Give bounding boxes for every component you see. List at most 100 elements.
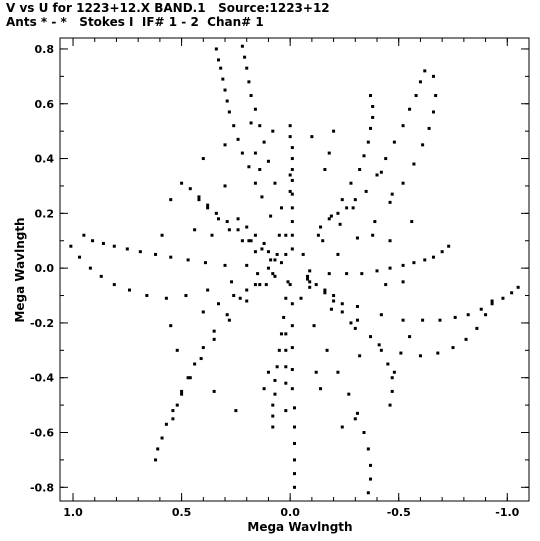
data-point — [375, 269, 379, 273]
data-point — [156, 447, 160, 451]
data-point — [431, 110, 435, 114]
y-tick-label: -0.6 — [30, 427, 54, 440]
data-point — [340, 302, 344, 306]
data-point — [214, 211, 218, 215]
data-point — [253, 151, 257, 155]
data-point — [275, 252, 279, 256]
data-point — [260, 195, 264, 199]
data-point — [288, 189, 292, 193]
data-point — [277, 348, 281, 352]
data-point — [290, 387, 294, 391]
plot-frame — [59, 37, 530, 502]
data-point — [212, 337, 216, 341]
data-point — [392, 370, 396, 374]
data-point — [201, 310, 205, 314]
data-point — [160, 233, 164, 237]
data-point — [223, 263, 227, 267]
data-point — [279, 261, 283, 265]
data-point — [78, 255, 82, 259]
data-point — [308, 269, 312, 273]
data-point — [180, 181, 184, 185]
data-point — [314, 370, 318, 374]
data-point — [345, 206, 349, 210]
data-point — [266, 370, 270, 374]
data-point — [201, 346, 205, 350]
data-point — [355, 304, 359, 308]
data-point — [323, 168, 327, 172]
data-point — [186, 258, 190, 262]
data-point — [201, 157, 205, 161]
data-point — [184, 294, 188, 298]
data-point — [475, 326, 479, 330]
data-point — [379, 348, 383, 352]
data-point — [245, 288, 249, 292]
data-point — [368, 463, 372, 467]
data-point — [290, 346, 294, 350]
data-point — [240, 44, 244, 48]
data-point — [353, 198, 357, 202]
data-point — [325, 348, 329, 352]
data-point — [175, 403, 179, 407]
data-point — [275, 365, 279, 369]
data-point — [388, 239, 392, 243]
data-point — [112, 244, 116, 248]
data-point — [271, 414, 275, 418]
data-point — [290, 168, 294, 172]
data-point — [266, 159, 270, 163]
data-point — [412, 261, 416, 265]
data-point — [306, 277, 310, 281]
data-point — [421, 143, 425, 147]
data-point — [410, 220, 414, 224]
data-point — [227, 110, 231, 114]
data-point — [217, 217, 221, 221]
data-point — [271, 129, 275, 133]
data-point — [238, 296, 242, 300]
data-point — [245, 299, 249, 303]
data-point — [240, 151, 244, 155]
data-point — [223, 184, 227, 188]
data-point — [284, 252, 288, 256]
data-point — [290, 324, 294, 328]
x-axis-title: Mega Wavlngth — [247, 520, 352, 534]
data-point — [253, 181, 257, 185]
data-point — [249, 239, 253, 243]
data-point — [262, 387, 266, 391]
data-point — [127, 288, 131, 292]
y-tick-label: -0.4 — [30, 372, 54, 385]
x-tick-label: 1.0 — [63, 506, 83, 519]
data-point — [340, 198, 344, 202]
data-point — [484, 313, 488, 317]
data-point — [212, 389, 216, 393]
data-point — [225, 220, 229, 224]
data-point — [245, 225, 249, 229]
data-point — [414, 94, 418, 98]
y-tick-label: 0.4 — [35, 153, 55, 166]
data-point — [314, 283, 318, 287]
data-point — [279, 332, 283, 336]
data-point — [360, 272, 364, 276]
data-point — [321, 239, 325, 243]
data-point — [293, 485, 296, 489]
data-point — [338, 222, 342, 226]
data-point — [260, 247, 264, 251]
data-point — [164, 296, 168, 300]
data-point — [193, 228, 197, 232]
points-layer — [69, 44, 520, 495]
data-point — [308, 280, 312, 284]
data-point — [91, 239, 95, 243]
data-point — [197, 195, 201, 199]
data-point — [453, 315, 457, 319]
data-point — [175, 348, 179, 352]
data-point — [243, 55, 247, 59]
data-point — [293, 441, 296, 445]
data-point — [210, 233, 214, 237]
data-point — [99, 274, 103, 278]
data-point — [349, 321, 353, 325]
data-point — [219, 66, 223, 70]
data-point — [160, 436, 164, 440]
data-point — [327, 151, 331, 155]
data-point — [227, 318, 231, 322]
data-point — [366, 447, 370, 451]
data-point — [366, 140, 370, 144]
data-point — [271, 425, 275, 429]
